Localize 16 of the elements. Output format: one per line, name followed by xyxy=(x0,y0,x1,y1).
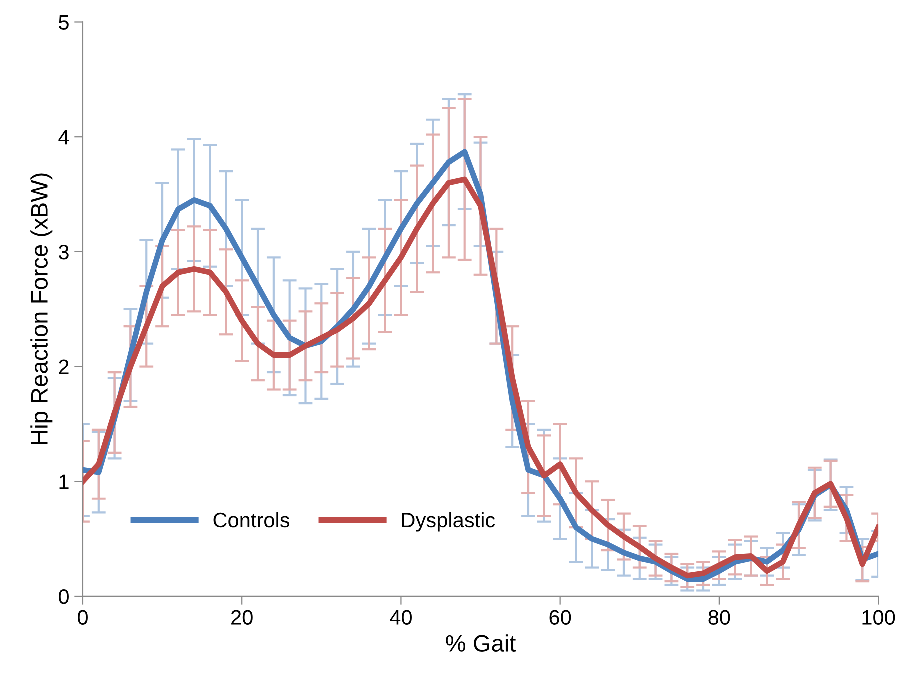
y-tick-label: 3 xyxy=(59,244,69,260)
x-tick-label: 20 xyxy=(232,610,253,625)
x-axis-title: % Gait xyxy=(446,634,516,652)
x-tick-label: 0 xyxy=(78,610,88,625)
y-tick-label: 0 xyxy=(59,589,69,604)
y-tick-label: 4 xyxy=(58,130,70,145)
y-tick-label: 1 xyxy=(60,474,69,490)
x-tick-label: 100 xyxy=(862,610,896,625)
legend-label: Controls xyxy=(214,512,290,528)
x-tick-label: 60 xyxy=(550,610,572,625)
x-tick-label: 80 xyxy=(708,610,730,625)
x-tick-label: 40 xyxy=(390,610,412,625)
y-tick-label: 2 xyxy=(59,360,69,374)
legend-label: Dysplastic xyxy=(402,512,496,532)
y-tick-label: 5 xyxy=(59,15,69,30)
y-axis-title: Hip Reaction Force (xBW) xyxy=(30,174,53,445)
